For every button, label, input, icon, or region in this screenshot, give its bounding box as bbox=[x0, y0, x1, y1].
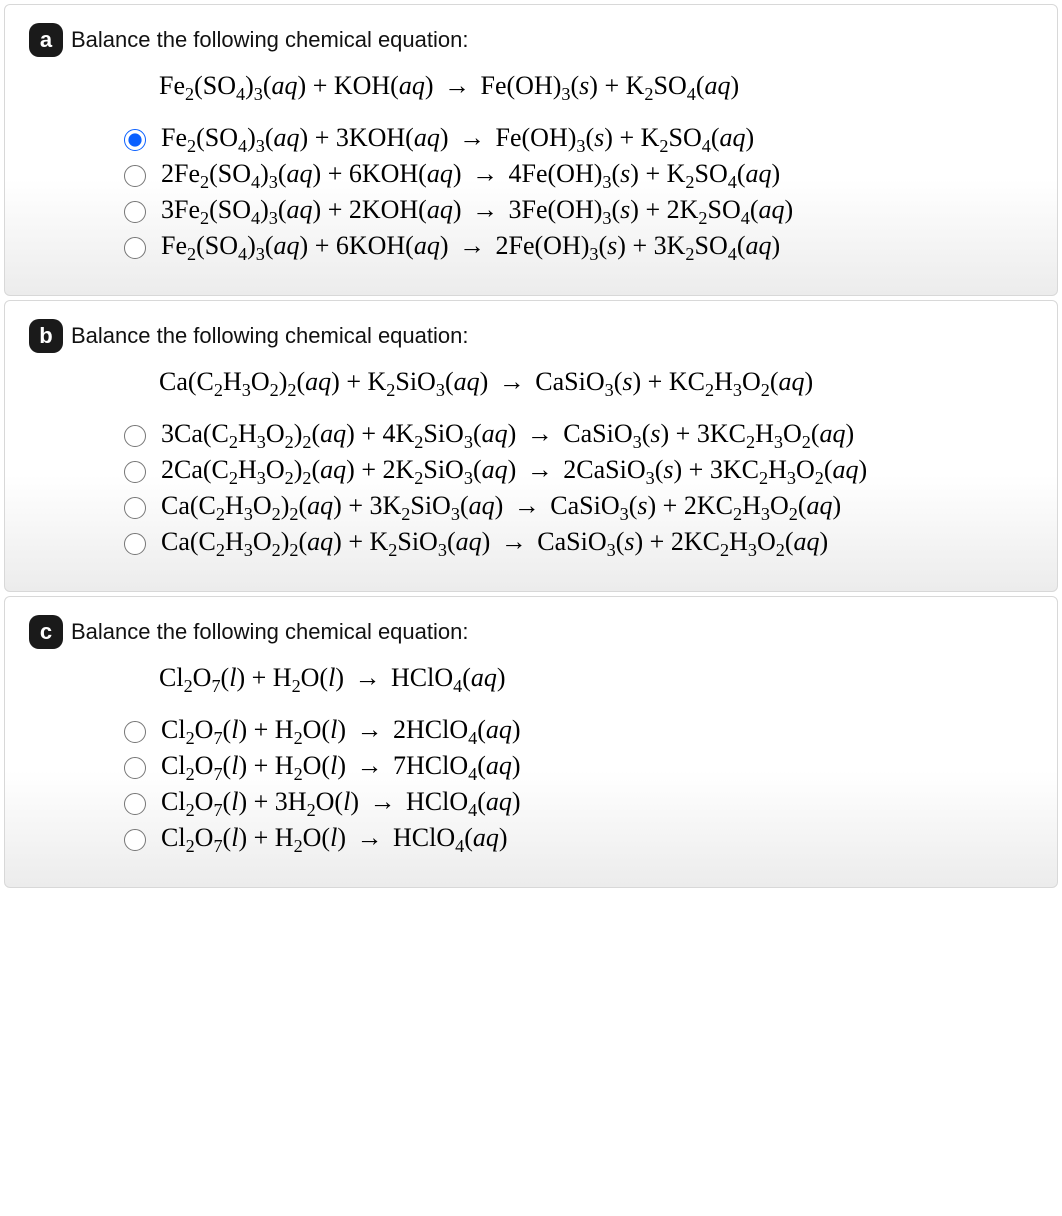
question-equation: Fe2(SO4)3(aq) + KOH(aq) → Fe(OH)3(s) + K… bbox=[159, 71, 1033, 101]
option-row[interactable]: 3Fe2(SO4)3(aq) + 2KOH(aq) → 3Fe(OH)3(s) … bbox=[119, 195, 1033, 225]
question-badge: a bbox=[29, 23, 63, 57]
option-row[interactable]: 3Ca(C2H3O2)2(aq) + 4K2SiO3(aq) → CaSiO3(… bbox=[119, 419, 1033, 449]
question-block-c: c Balance the following chemical equation… bbox=[4, 596, 1058, 888]
option-row[interactable]: Cl2O7(l) + H2O(l) → 2HClO4(aq) bbox=[119, 715, 1033, 745]
option-equation: Cl2O7(l) + H2O(l) → HClO4(aq) bbox=[161, 823, 508, 853]
option-radio[interactable] bbox=[124, 165, 146, 187]
option-equation: Cl2O7(l) + 3H2O(l) → HClO4(aq) bbox=[161, 787, 521, 817]
option-radio[interactable] bbox=[124, 201, 146, 223]
question-block-a: a Balance the following chemical equation… bbox=[4, 4, 1058, 296]
option-radio[interactable] bbox=[124, 721, 146, 743]
option-equation: Fe2(SO4)3(aq) + 6KOH(aq) → 2Fe(OH)3(s) +… bbox=[161, 231, 780, 261]
options-list: Cl2O7(l) + H2O(l) → 2HClO4(aq) Cl2O7(l) +… bbox=[119, 715, 1033, 853]
options-list: Fe2(SO4)3(aq) + 3KOH(aq) → Fe(OH)3(s) + … bbox=[119, 123, 1033, 261]
option-row[interactable]: Fe2(SO4)3(aq) + 3KOH(aq) → Fe(OH)3(s) + … bbox=[119, 123, 1033, 153]
option-equation: Ca(C2H3O2)2(aq) + 3K2SiO3(aq) → CaSiO3(s… bbox=[161, 491, 841, 521]
option-radio[interactable] bbox=[124, 533, 146, 555]
option-row[interactable]: Cl2O7(l) + 3H2O(l) → HClO4(aq) bbox=[119, 787, 1033, 817]
question-badge: b bbox=[29, 319, 63, 353]
option-row[interactable]: 2Fe2(SO4)3(aq) + 6KOH(aq) → 4Fe(OH)3(s) … bbox=[119, 159, 1033, 189]
option-radio[interactable] bbox=[124, 461, 146, 483]
option-equation: Ca(C2H3O2)2(aq) + K2SiO3(aq) → CaSiO3(s)… bbox=[161, 527, 828, 557]
option-equation: 2Ca(C2H3O2)2(aq) + 2K2SiO3(aq) → 2CaSiO3… bbox=[161, 455, 867, 485]
option-row[interactable]: Cl2O7(l) + H2O(l) → HClO4(aq) bbox=[119, 823, 1033, 853]
question-equation: Ca(C2H3O2)2(aq) + K2SiO3(aq) → CaSiO3(s)… bbox=[159, 367, 1033, 397]
option-equation: 2Fe2(SO4)3(aq) + 6KOH(aq) → 4Fe(OH)3(s) … bbox=[161, 159, 780, 189]
option-radio[interactable] bbox=[124, 129, 146, 151]
option-radio[interactable] bbox=[124, 793, 146, 815]
question-equation: Cl2O7(l) + H2O(l) → HClO4(aq) bbox=[159, 663, 1033, 693]
prompt-row: c Balance the following chemical equation… bbox=[29, 615, 1033, 649]
option-equation: Cl2O7(l) + H2O(l) → 2HClO4(aq) bbox=[161, 715, 521, 745]
question-block-b: b Balance the following chemical equation… bbox=[4, 300, 1058, 592]
option-row[interactable]: Cl2O7(l) + H2O(l) → 7HClO4(aq) bbox=[119, 751, 1033, 781]
option-radio[interactable] bbox=[124, 757, 146, 779]
prompt-row: a Balance the following chemical equation… bbox=[29, 23, 1033, 57]
option-equation: Cl2O7(l) + H2O(l) → 7HClO4(aq) bbox=[161, 751, 521, 781]
prompt-text: Balance the following chemical equation: bbox=[71, 27, 468, 53]
option-row[interactable]: 2Ca(C2H3O2)2(aq) + 2K2SiO3(aq) → 2CaSiO3… bbox=[119, 455, 1033, 485]
option-row[interactable]: Fe2(SO4)3(aq) + 6KOH(aq) → 2Fe(OH)3(s) +… bbox=[119, 231, 1033, 261]
option-radio[interactable] bbox=[124, 237, 146, 259]
option-radio[interactable] bbox=[124, 425, 146, 447]
option-radio[interactable] bbox=[124, 829, 146, 851]
option-radio[interactable] bbox=[124, 497, 146, 519]
options-list: 3Ca(C2H3O2)2(aq) + 4K2SiO3(aq) → CaSiO3(… bbox=[119, 419, 1033, 557]
prompt-text: Balance the following chemical equation: bbox=[71, 323, 468, 349]
option-equation: 3Fe2(SO4)3(aq) + 2KOH(aq) → 3Fe(OH)3(s) … bbox=[161, 195, 793, 225]
prompt-text: Balance the following chemical equation: bbox=[71, 619, 468, 645]
quiz-container: a Balance the following chemical equation… bbox=[0, 4, 1062, 888]
question-badge: c bbox=[29, 615, 63, 649]
option-row[interactable]: Ca(C2H3O2)2(aq) + 3K2SiO3(aq) → CaSiO3(s… bbox=[119, 491, 1033, 521]
option-equation: 3Ca(C2H3O2)2(aq) + 4K2SiO3(aq) → CaSiO3(… bbox=[161, 419, 854, 449]
prompt-row: b Balance the following chemical equation… bbox=[29, 319, 1033, 353]
option-equation: Fe2(SO4)3(aq) + 3KOH(aq) → Fe(OH)3(s) + … bbox=[161, 123, 754, 153]
option-row[interactable]: Ca(C2H3O2)2(aq) + K2SiO3(aq) → CaSiO3(s)… bbox=[119, 527, 1033, 557]
